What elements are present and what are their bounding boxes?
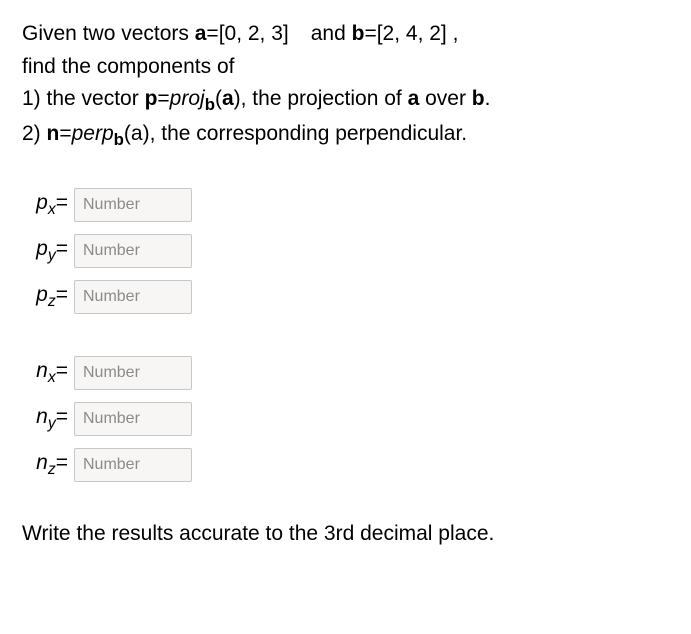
text: = bbox=[157, 87, 169, 110]
py-input[interactable] bbox=[74, 234, 192, 268]
text: and bbox=[311, 22, 352, 45]
pz-input[interactable] bbox=[74, 280, 192, 314]
problem-line-1: Given two vectors a=[0, 2, 3]and b=[2, 4… bbox=[22, 18, 669, 51]
vector-b-value: [2, 4, 2] bbox=[377, 22, 447, 45]
vector-a-value: [0, 2, 3] bbox=[219, 22, 289, 45]
p-label: p bbox=[145, 87, 158, 110]
ny-label: ny= bbox=[22, 401, 74, 437]
perp-sub: b bbox=[114, 131, 124, 150]
perp-op: perp bbox=[72, 122, 114, 145]
text: Given two vectors bbox=[22, 22, 195, 45]
vector-b-label: b bbox=[352, 22, 365, 45]
text: ( bbox=[124, 122, 131, 145]
problem-item-1: 1) the vector p=projb(a), the projection… bbox=[22, 83, 669, 118]
pz-row: pz= bbox=[22, 274, 669, 320]
nz-input[interactable] bbox=[74, 448, 192, 482]
nx-label: nx= bbox=[22, 355, 74, 391]
text: over bbox=[419, 87, 472, 110]
py-row: py= bbox=[22, 228, 669, 274]
px-input[interactable] bbox=[74, 188, 192, 222]
text: = bbox=[59, 122, 71, 145]
text: , bbox=[447, 22, 459, 45]
text: . bbox=[485, 87, 491, 110]
pz-label: pz= bbox=[22, 279, 74, 315]
ny-input[interactable] bbox=[74, 402, 192, 436]
nx-row: nx= bbox=[22, 350, 669, 396]
text: 2) bbox=[22, 122, 47, 145]
nz-label: nz= bbox=[22, 447, 74, 483]
a-ref: a bbox=[408, 87, 420, 110]
ny-row: ny= bbox=[22, 396, 669, 442]
px-label: px= bbox=[22, 187, 74, 223]
text: , the corresponding perpendicular. bbox=[150, 122, 468, 145]
problem-line-2: find the components of bbox=[22, 51, 669, 84]
text: ( bbox=[215, 87, 222, 110]
proj-arg-a: a bbox=[222, 87, 234, 110]
footer-instruction: Write the results accurate to the 3rd de… bbox=[22, 518, 669, 551]
proj-op: proj bbox=[170, 87, 205, 110]
text: = bbox=[364, 22, 376, 45]
problem-item-2: 2) n=perpb(a), the corresponding perpend… bbox=[22, 118, 669, 153]
b-ref: b bbox=[472, 87, 485, 110]
text: , the projection of bbox=[241, 87, 408, 110]
n-inputs-group: nx= ny= nz= bbox=[22, 350, 669, 488]
p-inputs-group: px= py= pz= bbox=[22, 182, 669, 320]
text: ) bbox=[234, 87, 241, 110]
problem-statement: Given two vectors a=[0, 2, 3]and b=[2, 4… bbox=[22, 18, 669, 154]
nx-input[interactable] bbox=[74, 356, 192, 390]
px-row: px= bbox=[22, 182, 669, 228]
nz-row: nz= bbox=[22, 442, 669, 488]
text: = bbox=[206, 22, 218, 45]
perp-arg-a: a bbox=[131, 122, 143, 145]
py-label: py= bbox=[22, 233, 74, 269]
text: 1) the vector bbox=[22, 87, 145, 110]
text: ) bbox=[143, 122, 150, 145]
proj-sub: b bbox=[205, 95, 215, 114]
vector-a-label: a bbox=[195, 22, 207, 45]
n-label: n bbox=[47, 122, 60, 145]
